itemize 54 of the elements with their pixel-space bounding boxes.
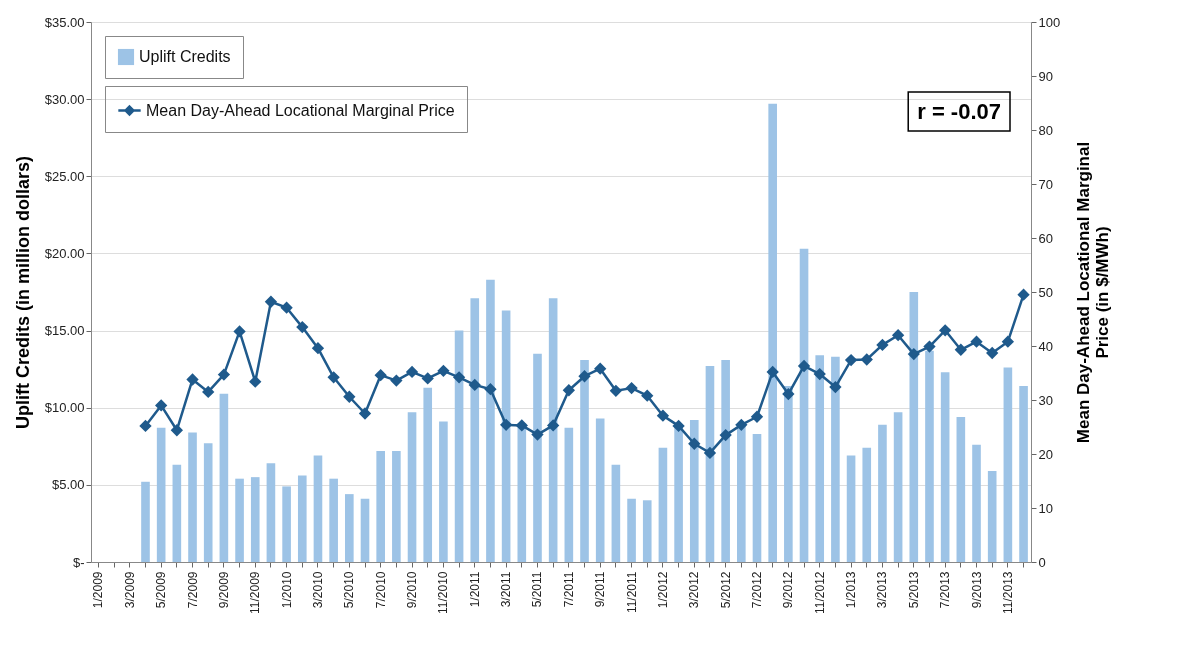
x-tick-label: 1/2009 [91, 571, 106, 609]
x-tick-label: 7/2009 [185, 571, 200, 609]
y2-tick-label: 10 [1038, 500, 1053, 516]
y2-tick-label: 40 [1038, 338, 1053, 354]
y2-tick-label: 30 [1038, 392, 1053, 408]
x-tick-label: 3/2013 [875, 571, 890, 609]
x-tick-label: 11/2013 [1000, 571, 1015, 614]
x-tick-label: 7/2011 [561, 571, 576, 608]
x-tick-label: 1/2012 [655, 571, 670, 609]
y2-tick-label: 0 [1038, 554, 1046, 570]
x-tick-label: 7/2013 [938, 571, 953, 609]
x-tick-label: 9/2011 [593, 571, 608, 608]
legend-label: Uplift Credits [139, 48, 231, 65]
x-tick-label: 11/2011 [624, 571, 639, 614]
x-tick-label: 7/2012 [750, 571, 764, 609]
y-tick-label: $15.00 [44, 323, 85, 339]
y2-tick-label: 20 [1038, 446, 1053, 462]
y-tick-label: $35.00 [44, 14, 85, 30]
x-tick-label: 1/2013 [844, 571, 859, 609]
y2-tick-label: 90 [1038, 68, 1053, 84]
x-tick-label: 3/2010 [310, 571, 325, 609]
y-tick-label: $5.00 [51, 477, 85, 493]
y-tick-label: $30.00 [44, 91, 85, 107]
x-tick-label: 5/2013 [906, 571, 921, 609]
y2-tick-label: 70 [1038, 176, 1053, 192]
y2-axis-title: Mean Day-Ahead Locational Marginal Price (in $/MWh) [1074, 141, 1113, 444]
y2-tick-label: 50 [1038, 284, 1053, 300]
x-tick-label: 11/2009 [248, 571, 263, 614]
x-tick-label: 5/2011 [530, 571, 545, 608]
y-tick-label: $- [72, 554, 85, 570]
y-tick-label: $10.00 [44, 400, 85, 416]
x-tick-label: 5/2010 [342, 571, 357, 609]
x-tick-label: 3/2012 [687, 571, 702, 609]
x-tick-label: 11/2010 [436, 571, 451, 614]
x-tick-label: 3/2011 [499, 571, 514, 608]
x-tick-label: 5/2012 [718, 571, 733, 609]
y2-tick-label: 60 [1038, 230, 1053, 246]
y-tick-label: $20.00 [44, 245, 85, 261]
legend-label: Mean Day-Ahead Locational Marginal Price [146, 101, 455, 119]
x-tick-label: 7/2010 [373, 571, 388, 609]
x-tick-label: 1/2010 [279, 571, 294, 609]
x-tick-label: 9/2010 [405, 571, 420, 609]
x-tick-label: 1/2011 [467, 571, 482, 608]
x-tick-label: 9/2009 [216, 571, 231, 609]
y2-tick-label: 80 [1038, 122, 1053, 138]
y-axis-title: Uplift Credits (in million dollars) [12, 155, 33, 430]
annotation: r = -0.07 [917, 99, 1001, 124]
x-tick-label: 9/2012 [781, 571, 796, 609]
x-tick-label: 5/2009 [154, 571, 169, 609]
y2-tick-label: 100 [1038, 14, 1061, 30]
x-tick-label: 11/2012 [812, 571, 827, 614]
x-tick-label: 3/2009 [122, 571, 137, 609]
x-tick-label: 9/2013 [969, 571, 984, 609]
y-tick-label: $25.00 [44, 168, 85, 184]
